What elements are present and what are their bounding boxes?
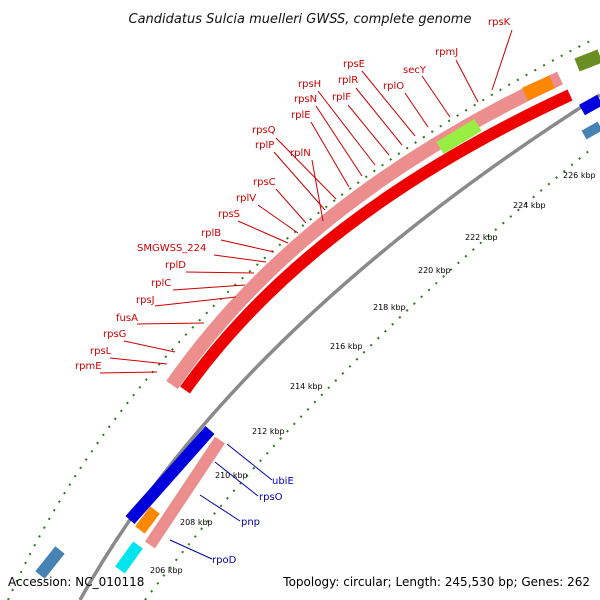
rpsK-segment xyxy=(522,75,555,101)
cyan-segment xyxy=(115,541,143,574)
label-rpsK: rpsK xyxy=(488,17,511,28)
label-rplN: rplN xyxy=(290,148,311,159)
tick-212: 212 kbp xyxy=(252,427,285,436)
cds-band-blue-outer xyxy=(125,426,215,524)
label-rplE: rplE xyxy=(291,110,311,121)
label-rplO: rplO xyxy=(383,81,404,92)
label-rpsH: rpsH xyxy=(298,79,321,90)
label-rplV: rplV xyxy=(236,193,256,204)
top-right-blue xyxy=(579,94,600,116)
tick-226: 226 kbp xyxy=(563,171,596,180)
accession-text: Accession: NC_010118 xyxy=(8,575,144,589)
label-rpmE: rpmE xyxy=(75,361,102,372)
olive-segment xyxy=(574,49,600,72)
map-title: Candidatus Sulcia muelleri GWSS, complet… xyxy=(129,12,472,27)
label-rpoD: rpoD xyxy=(212,555,237,566)
label-rpsQ: rpsQ xyxy=(252,125,276,136)
label-secY: secY xyxy=(403,65,427,76)
label-rplC: rplC xyxy=(151,278,171,289)
tick-222: 222 kbp xyxy=(465,233,498,242)
tick-206: 206 kbp xyxy=(150,566,183,575)
label-rpsL: rpsL xyxy=(90,346,112,357)
red-leader-lines xyxy=(99,29,513,374)
label-rpmJ: rpmJ xyxy=(435,47,458,58)
label-SMGWSS_224: SMGWSS_224 xyxy=(137,243,206,254)
topology-summary: Topology: circular; Length: 245,530 bp; … xyxy=(282,575,590,589)
tick-208: 208 kbp xyxy=(180,518,213,527)
ribosomal-operon-band xyxy=(166,71,563,389)
secY-segment xyxy=(436,119,482,154)
tick-220: 220 kbp xyxy=(418,266,451,275)
tick-224: 224 kbp xyxy=(513,201,546,210)
label-rpsE: rpsE xyxy=(343,59,365,70)
label-rpsC: rpsC xyxy=(253,177,276,188)
label-rpsJ: rpsJ xyxy=(136,295,155,306)
label-rplP: rplP xyxy=(255,140,274,151)
label-rplD: rplD xyxy=(165,260,186,271)
label-rpsS: rpsS xyxy=(218,209,240,220)
label-ubiE: ubiE xyxy=(272,476,294,487)
blue-leader-lines xyxy=(169,443,273,560)
tick-214: 214 kbp xyxy=(290,382,323,391)
label-rpsN: rpsN xyxy=(294,94,317,105)
label-rpsO: rpsO xyxy=(259,492,283,503)
genome-backbone xyxy=(78,93,600,600)
orange-small-segment xyxy=(135,506,160,534)
label-rplF: rplF xyxy=(332,92,351,103)
label-fusA: fusA xyxy=(116,313,138,324)
label-rpsG: rpsG xyxy=(103,329,126,340)
top-right-steelblue xyxy=(581,121,600,140)
label-pnp: pnp xyxy=(241,517,260,528)
label-rplB: rplB xyxy=(201,228,221,239)
steelblue-segment xyxy=(35,546,65,579)
label-rplR: rplR xyxy=(338,75,358,86)
tick-218: 218 kbp xyxy=(373,303,406,312)
cds-band-red xyxy=(180,89,573,394)
tick-216: 216 kbp xyxy=(330,342,363,351)
cds-band-blue-inner xyxy=(145,436,225,549)
